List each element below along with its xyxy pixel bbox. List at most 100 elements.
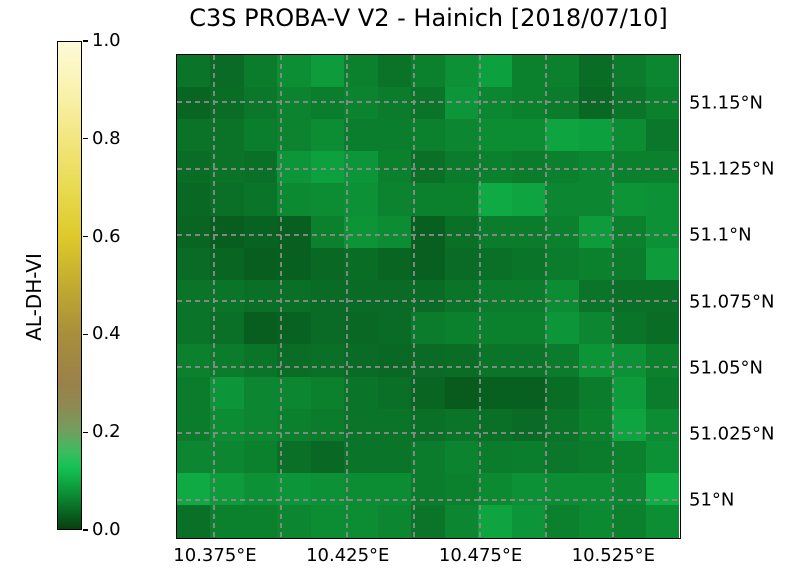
colorbar-tick-mark (83, 431, 88, 433)
heatmap-cell (545, 473, 579, 506)
heatmap-cell (411, 344, 445, 377)
heatmap-cell (243, 376, 278, 409)
heatmap-cell (578, 247, 613, 280)
heatmap-cell (310, 376, 345, 409)
heatmap-cell (645, 86, 680, 119)
heatmap-cell (277, 54, 311, 87)
heatmap-cell (210, 118, 244, 152)
heatmap-cell (478, 215, 512, 248)
heatmap-cell (578, 54, 613, 87)
heatmap-cell (444, 440, 479, 474)
heatmap-cell (444, 151, 479, 184)
latitude-tick-label: 51°N (689, 489, 735, 511)
heatmap-cell (243, 505, 278, 538)
heatmap-cell (578, 151, 613, 184)
heatmap-cell (511, 473, 546, 506)
heatmap-cell (243, 118, 278, 152)
heatmap-cell (444, 344, 479, 377)
colorbar-axis-label: AL-DH-VI (22, 253, 46, 341)
heatmap-cell (243, 473, 278, 506)
heatmap-cell (344, 183, 378, 216)
heatmap-cell (210, 247, 244, 280)
heatmap-cell (277, 247, 311, 280)
heatmap-cell (578, 118, 613, 152)
heatmap-cell (310, 54, 345, 87)
heatmap-cell (411, 505, 445, 538)
heatmap-cell (645, 151, 680, 184)
heatmap-cell (478, 473, 512, 506)
heatmap-cell (176, 376, 211, 409)
heatmap-cell (210, 344, 244, 377)
heatmap-cell (243, 408, 278, 441)
colorbar-tick-mark (83, 40, 88, 42)
heatmap-cell (612, 408, 646, 441)
heatmap-cell (578, 344, 613, 377)
heatmap-cell (344, 473, 378, 506)
heatmap-cell (612, 118, 646, 152)
heatmap-cell (411, 279, 445, 313)
heatmap-cell (210, 440, 244, 474)
heatmap-cell (176, 247, 211, 280)
heatmap-cell (411, 408, 445, 441)
heatmap-cell (411, 118, 445, 152)
heatmap-cell (478, 312, 512, 345)
heatmap-cell (612, 440, 646, 474)
heatmap-cell (243, 54, 278, 87)
heatmap-cell (545, 215, 579, 248)
heatmap-cell (645, 408, 680, 441)
heatmap-cell (612, 86, 646, 119)
heatmap-cell (344, 118, 378, 152)
heatmap-cell (478, 440, 512, 474)
latitude-tick-label: 51.025°N (689, 423, 775, 445)
heatmap-cell (344, 344, 378, 377)
heatmap-cell (210, 376, 244, 409)
latitude-tick-label: 51.1°N (689, 224, 752, 246)
longitude-tick-label: 10.375°E (173, 545, 257, 566)
heatmap-cell (310, 344, 345, 377)
heatmap-cell (578, 312, 613, 345)
heatmap-cell (511, 279, 546, 313)
heatmap-cell (612, 54, 646, 87)
heatmap-cell (578, 215, 613, 248)
heatmap-cell (176, 440, 211, 474)
heatmap-cell (176, 505, 211, 538)
heatmap-cell (411, 473, 445, 506)
heatmap-cell (277, 440, 311, 474)
heatmap-cell (176, 118, 211, 152)
colorbar-tick-mark (83, 333, 88, 335)
heatmap-cell (176, 279, 211, 313)
heatmap-cell (377, 408, 412, 441)
heatmap-cell (377, 183, 412, 216)
heatmap-cell (578, 440, 613, 474)
colorbar-tick-label: 1.0 (92, 30, 121, 51)
colorbar-tick-label: 0.2 (92, 421, 121, 443)
heatmap-cell (578, 473, 613, 506)
heatmap-cell (277, 118, 311, 152)
heatmap-cell (176, 86, 211, 119)
heatmap-cell (612, 279, 646, 313)
heatmap-cell (176, 54, 211, 87)
heatmap-cell (210, 505, 244, 538)
heatmap-cell (377, 312, 412, 345)
heatmap-cell (511, 408, 546, 441)
heatmap-cell (478, 183, 512, 216)
heatmap-cell (645, 279, 680, 313)
heatmap-cell (612, 151, 646, 184)
heatmap-cell (645, 473, 680, 506)
heatmap-cell (478, 344, 512, 377)
heatmap-cell (612, 376, 646, 409)
heatmap-cell (344, 247, 378, 280)
heatmap-cell (444, 215, 479, 248)
heatmap-cell (243, 86, 278, 119)
heatmap-cell (243, 151, 278, 184)
heatmap-cell (310, 247, 345, 280)
heatmap-cell (377, 215, 412, 248)
heatmap-cell (243, 247, 278, 280)
heatmap-cell (478, 151, 512, 184)
heatmap-cell (645, 376, 680, 409)
heatmap-cell (377, 151, 412, 184)
heatmap-cell (210, 54, 244, 87)
heatmap-cell (310, 86, 345, 119)
heatmap-cell (444, 376, 479, 409)
